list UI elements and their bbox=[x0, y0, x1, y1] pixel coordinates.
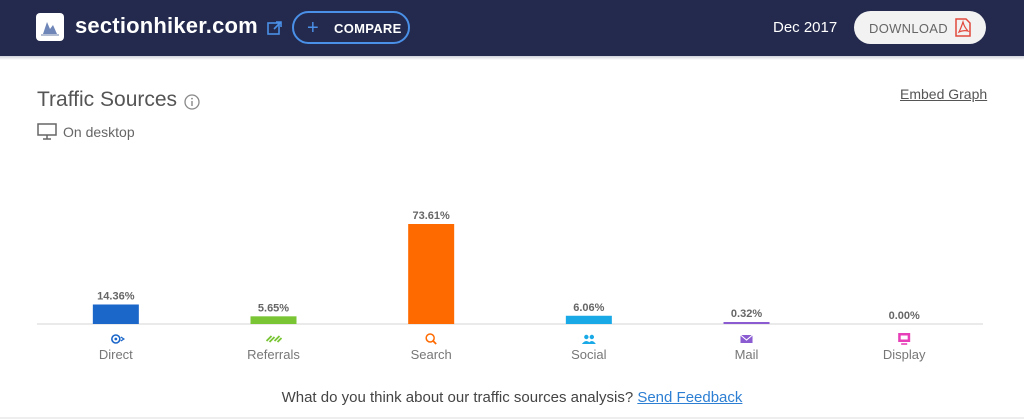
top-bar: sectionhiker.com + COMPARE Dec 2017 DOWN… bbox=[0, 0, 1024, 56]
bar-mail bbox=[723, 322, 770, 324]
embed-graph-link[interactable]: Embed Graph bbox=[900, 86, 988, 102]
download-label: DOWNLOAD bbox=[869, 21, 948, 36]
category-label: Mail bbox=[735, 347, 759, 362]
top-bar-shadow bbox=[0, 56, 1024, 60]
social-icon bbox=[581, 334, 596, 344]
download-button[interactable]: DOWNLOAD bbox=[854, 11, 986, 44]
compare-label: COMPARE bbox=[334, 21, 402, 36]
bar-value-label: 5.65% bbox=[258, 302, 289, 314]
footer-divider bbox=[0, 417, 1024, 419]
site-favicon bbox=[36, 13, 64, 41]
site-name: sectionhiker.com bbox=[75, 13, 258, 38]
category-label: Social bbox=[571, 347, 607, 362]
send-feedback-link[interactable]: Send Feedback bbox=[637, 389, 743, 406]
category-label: Search bbox=[411, 347, 452, 362]
desktop-icon bbox=[37, 123, 57, 140]
bar-value-label: 0.32% bbox=[731, 308, 762, 320]
bar-value-label: 14.36% bbox=[97, 290, 135, 302]
plus-icon: + bbox=[307, 17, 319, 39]
device-label: On desktop bbox=[63, 124, 135, 140]
bar-direct bbox=[92, 304, 139, 324]
category-label: Display bbox=[883, 347, 926, 362]
external-link-icon[interactable] bbox=[266, 19, 284, 37]
bar-search bbox=[408, 224, 455, 324]
mail-icon bbox=[740, 334, 753, 343]
category-label: Referrals bbox=[247, 347, 300, 362]
display-icon bbox=[898, 333, 911, 345]
section-title: Traffic Sources bbox=[37, 88, 178, 111]
direct-icon bbox=[111, 334, 126, 344]
bar-value-label: 6.06% bbox=[573, 302, 604, 314]
info-icon[interactable] bbox=[184, 94, 200, 110]
search-icon bbox=[425, 333, 437, 345]
traffic-sources-chart: 14.36% Direct 5.65% Referrals 73.61% Search 6.… bbox=[37, 210, 983, 362]
date-selector[interactable]: Dec 2017 bbox=[773, 19, 838, 36]
bar-value-label: 0.00% bbox=[889, 310, 920, 322]
compare-button[interactable]: + COMPARE bbox=[292, 11, 410, 44]
feedback-question: What do you think about our traffic sour… bbox=[281, 389, 634, 406]
bar-social bbox=[565, 315, 612, 324]
pdf-icon bbox=[955, 18, 971, 37]
bar-referrals bbox=[250, 316, 297, 324]
bar-value-label: 73.61% bbox=[413, 210, 451, 222]
referrals-icon bbox=[265, 335, 283, 343]
category-label: Direct bbox=[99, 347, 133, 362]
feedback-row: What do you think about our traffic sour… bbox=[0, 389, 1024, 406]
